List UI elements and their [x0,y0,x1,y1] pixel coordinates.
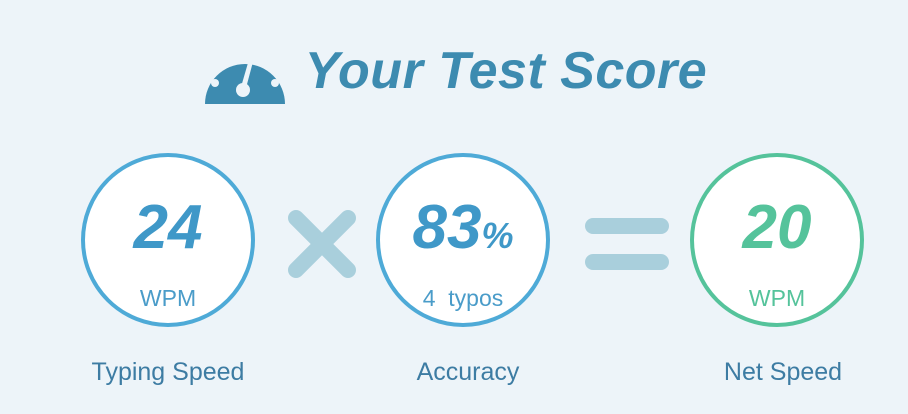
multiply-icon [288,210,356,278]
accuracy-label: Accuracy [416,358,520,386]
accuracy-percent-sign: % [481,215,514,256]
speedometer-icon [204,48,285,104]
equals-icon [585,218,669,270]
typing-speed-label: Typing Speed [91,358,245,386]
typing-speed-value: 24 [133,193,203,262]
accuracy-typos: 4 typos [422,285,504,311]
accuracy-value-line: 83% [380,195,546,269]
accuracy-circle: 83% 4 typos [376,153,550,327]
net-speed-circle: 20 WPM [690,153,864,327]
typing-speed-circle: 24 WPM [81,153,255,327]
net-speed-unit: WPM [748,285,806,311]
typing-speed-unit: WPM [139,285,197,311]
score-header: Your Test Score [0,36,908,106]
net-speed-label: Net Speed [723,358,843,386]
corner-decoration [0,0,4,4]
accuracy-value: 83 [412,193,482,262]
net-speed-value: 20 [742,193,812,262]
page-title: Your Test Score [304,42,708,100]
